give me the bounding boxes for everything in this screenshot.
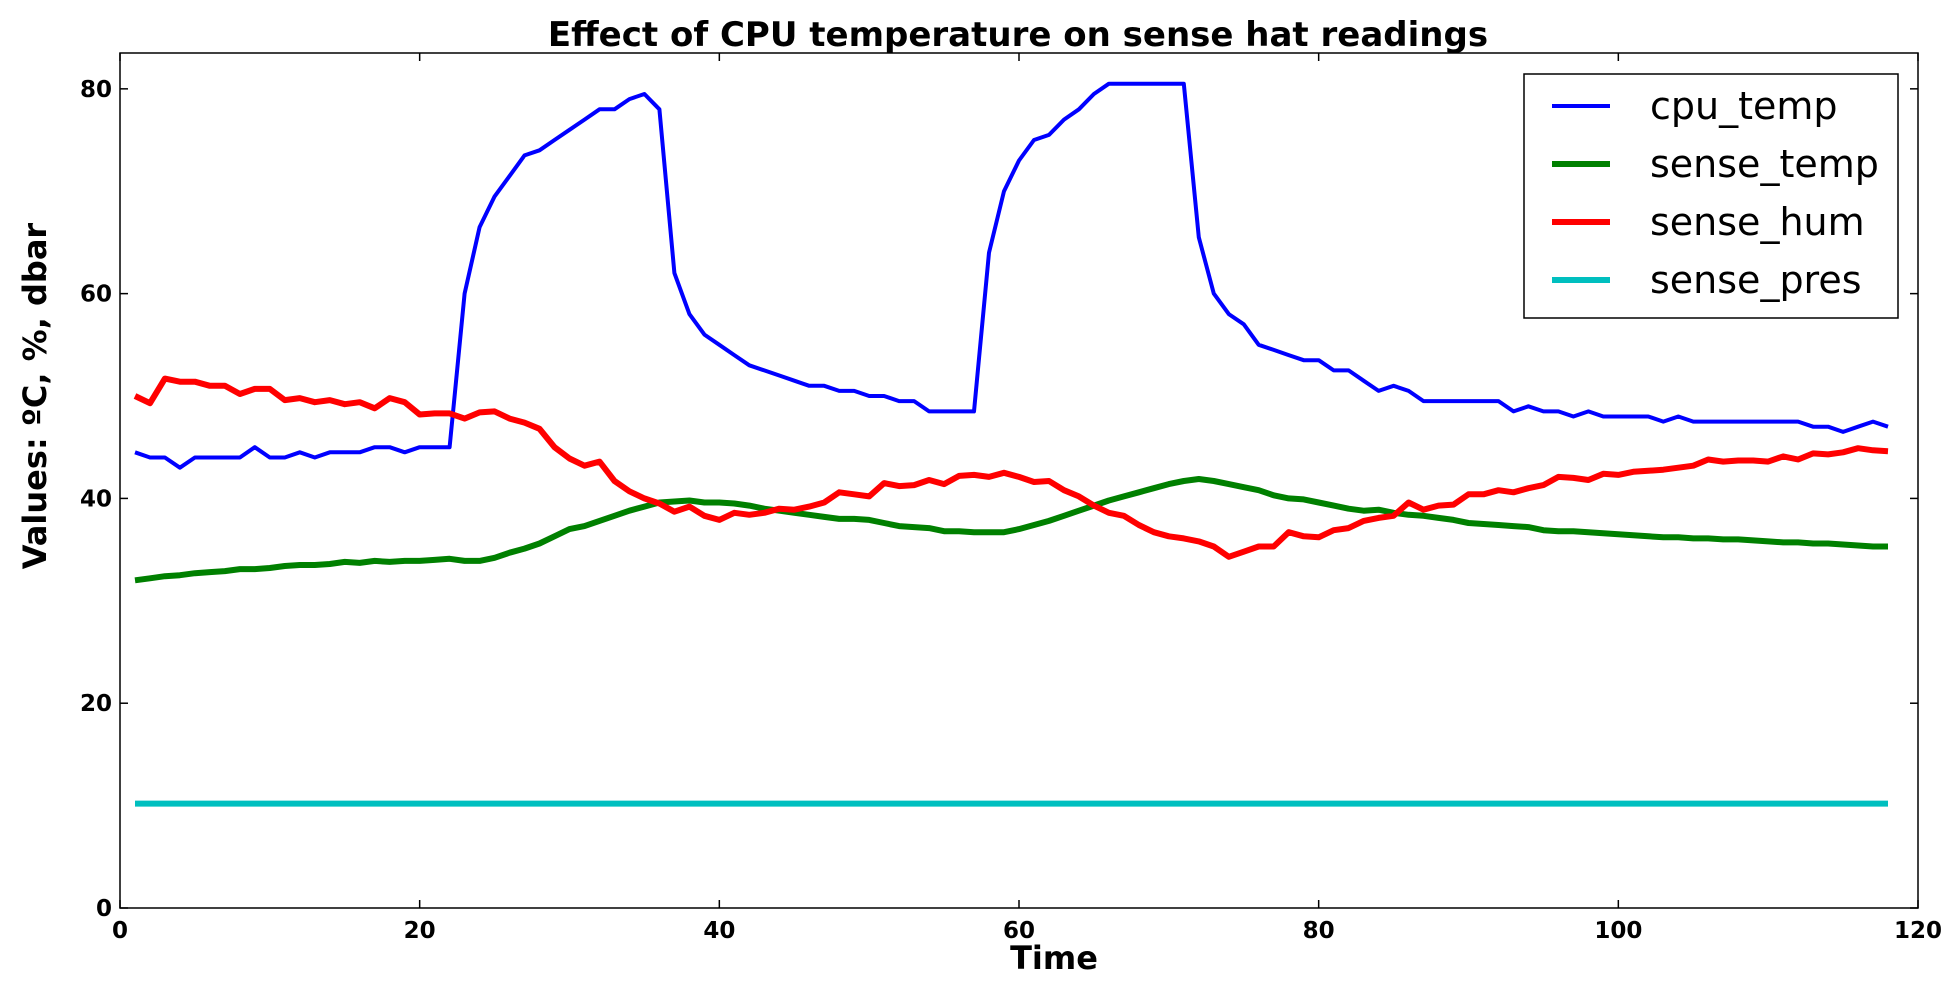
legend-label-sense_temp: sense_temp	[1650, 142, 1879, 186]
x-tick-label: 80	[1303, 918, 1335, 944]
chart-title: Effect of CPU temperature on sense hat r…	[548, 15, 1488, 55]
legend-label-cpu_temp: cpu_temp	[1650, 84, 1838, 128]
y-tick-label: 20	[80, 691, 112, 717]
x-tick-label: 120	[1894, 918, 1942, 944]
y-tick-label: 0	[96, 896, 112, 922]
x-tick-label: 40	[703, 918, 735, 944]
plot-frame	[119, 52, 1919, 909]
ticks-layer: 0 20 40 60 80 100 120 0 20 40 60 80	[80, 53, 1942, 944]
legend-label-sense_pres: sense_pres	[1650, 258, 1862, 302]
y-tick-label: 80	[80, 77, 112, 103]
legend-label-sense_hum: sense_hum	[1650, 200, 1865, 244]
series-line-cpu_temp	[134, 81, 1889, 470]
y-axis-label: Values: ºC, %, dbar	[16, 223, 54, 570]
y-tick-label: 40	[80, 486, 112, 512]
series-line-sense_temp	[134, 476, 1888, 584]
series-line-sense_hum	[133, 375, 1889, 560]
x-tick-label: 0	[112, 918, 128, 944]
x-tick-label: 60	[1003, 918, 1035, 944]
x-tick-label: 20	[404, 918, 436, 944]
legend: cpu_temp sense_temp sense_hum sense_pres	[1523, 73, 1899, 319]
y-tick-label: 60	[80, 282, 112, 308]
series-layer	[133, 81, 1889, 807]
x-axis-label: Time	[1010, 939, 1098, 977]
x-tick-label: 100	[1594, 918, 1642, 944]
